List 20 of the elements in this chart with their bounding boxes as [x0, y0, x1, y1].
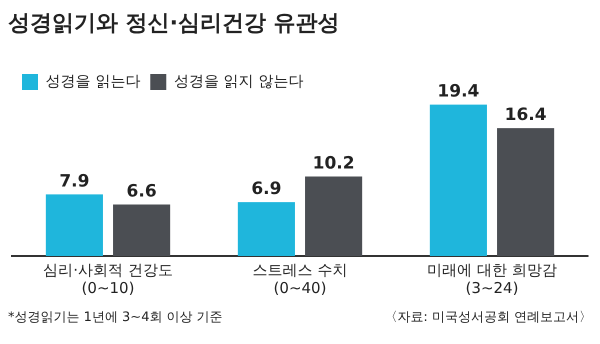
data-label: 6.9	[251, 179, 282, 200]
text: 〈자료: 미국성서공회 연례보고서〉	[384, 309, 592, 326]
legend-label: 성경을 읽는다	[46, 72, 140, 90]
data-label: 16.4	[504, 105, 547, 125]
x-tick-label: 스트레스 수치 (0~40)	[252, 260, 348, 297]
bar	[113, 204, 170, 256]
bar	[497, 128, 554, 256]
data-label: 19.4	[437, 82, 480, 102]
x-tick-label: 심리·사회적 건강도 (0~10)	[43, 260, 173, 297]
text: *성경읽기는 1년에 3~4회 이상 기준	[8, 309, 223, 326]
data-label: 10.2	[312, 153, 355, 174]
bar	[238, 202, 295, 256]
bar	[305, 176, 362, 256]
data-label: 6.6	[126, 181, 157, 202]
x-tick-label: 미래에 대한 희망감 (3~24)	[427, 260, 557, 297]
data-label: 7.9	[59, 171, 90, 192]
bar	[430, 104, 487, 256]
legend-label: 성경을 읽지 않는다	[174, 72, 304, 90]
bar	[46, 194, 103, 256]
chart-title: 성경읽기와 정신·심리건강 유관성	[8, 10, 341, 38]
